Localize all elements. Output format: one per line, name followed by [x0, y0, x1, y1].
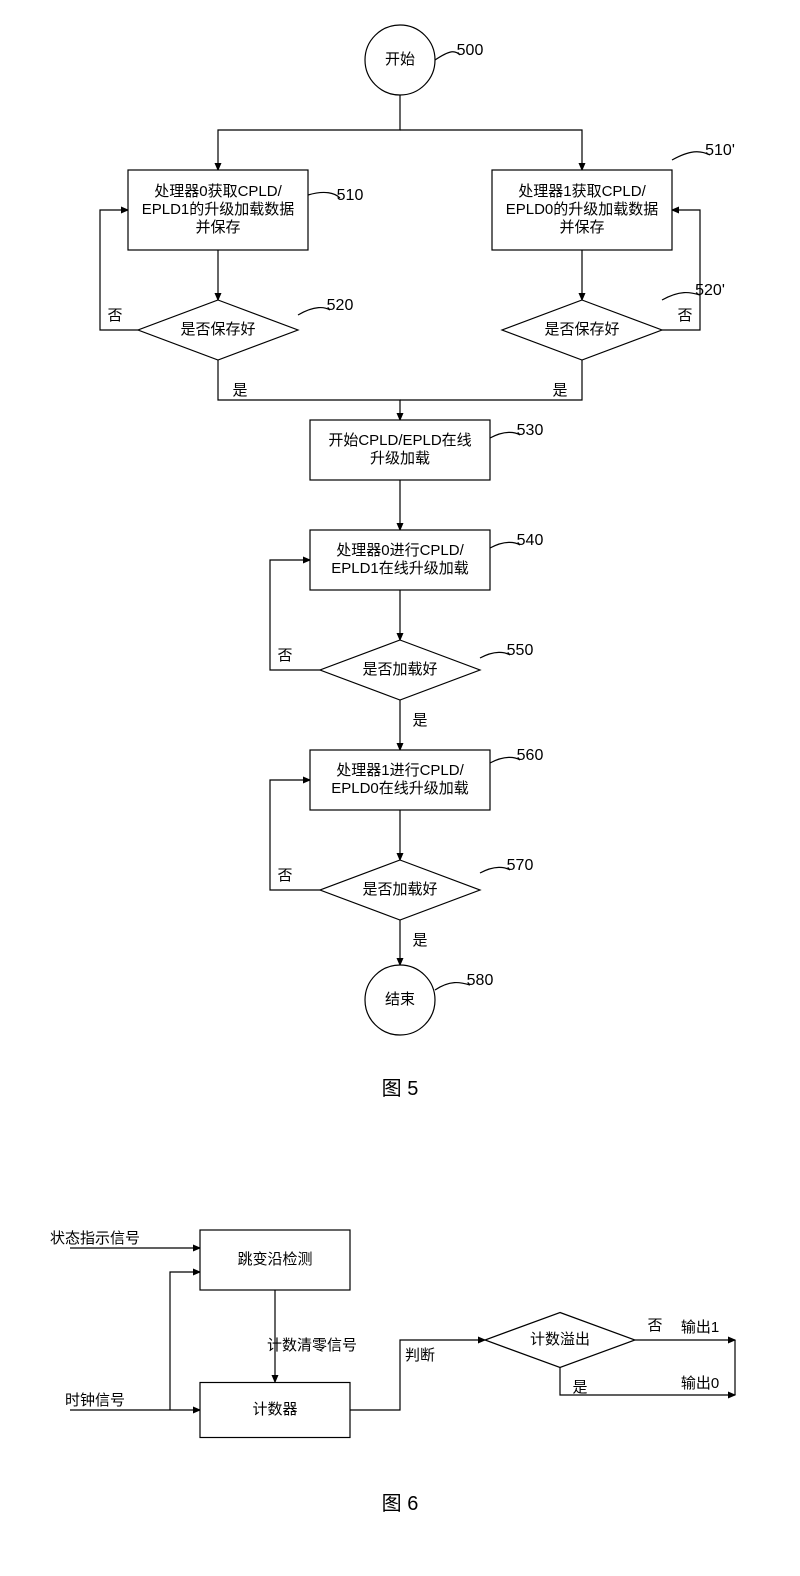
node-d570: 是否加载好 — [320, 860, 480, 920]
figure-5-caption: 图 5 — [382, 1078, 419, 1100]
leader-10 — [435, 983, 470, 990]
leader-5 — [490, 432, 520, 438]
leader-1 — [308, 192, 340, 198]
node-p560-label: 560 — [517, 747, 544, 764]
node-d520p-label: 520' — [695, 282, 725, 299]
node-d520p: 是否保存好 — [502, 300, 662, 360]
node-counter: 计数器 — [200, 1383, 350, 1438]
node-overflow-text: 计数溢出 — [530, 1331, 590, 1348]
node-d570-text: 是否加载好 — [362, 881, 437, 898]
free-text-3: 判断 — [405, 1347, 435, 1364]
node-counter-text: 计数器 — [252, 1401, 297, 1418]
node-p510: 处理器0获取CPLD/EPLD1的升级加载数据并保存 — [128, 170, 308, 250]
edge-10-label: 否 — [277, 647, 292, 664]
free-text-4: 否 — [647, 1317, 662, 1334]
edge-6-label: 是 — [232, 382, 247, 399]
figure-6-caption: 图 6 — [382, 1493, 419, 1515]
leader-8 — [490, 757, 520, 763]
edge-1 — [400, 130, 582, 170]
leader-7 — [480, 652, 510, 658]
node-overflow: 计数溢出 — [485, 1313, 635, 1368]
node-start-text: 开始 — [385, 51, 415, 68]
node-p540-text: 处理器0进行CPLD/ — [336, 542, 464, 559]
node-p530-text: 开始CPLD/EPLD在线 — [328, 432, 471, 449]
free-text-1: 时钟信号 — [65, 1392, 125, 1409]
node-p510p-text: EPLD0的升级加载数据 — [506, 201, 659, 218]
leader-9 — [480, 867, 510, 873]
node-p510-text: EPLD1的升级加载数据 — [142, 201, 295, 218]
leader-3 — [298, 308, 330, 315]
node-start-label: 500 — [457, 42, 484, 59]
free-text-2: 计数清零信号 — [267, 1337, 357, 1354]
node-edge_detect-text: 跳变沿检测 — [237, 1251, 312, 1268]
node-p510p-label: 510' — [705, 142, 735, 159]
node-d550-text: 是否加载好 — [362, 661, 437, 678]
node-p510-text: 并保存 — [195, 219, 240, 236]
free-text-0: 状态指示信号 — [50, 1230, 140, 1247]
node-p540-text: EPLD1在线升级加载 — [331, 560, 469, 577]
node-p560-text: EPLD0在线升级加载 — [331, 780, 469, 797]
figure-6-flowchart: 跳变沿检测计数器 计数溢出 状态指示信号时钟信号 计数清零信号判断 否是 输出1 输出0 — [50, 1230, 735, 1438]
node-p510p-text: 处理器1获取CPLD/ — [518, 183, 646, 200]
free-text-7: 输出0 — [681, 1375, 719, 1392]
node-d570-label: 570 — [507, 857, 534, 874]
node-edge_detect: 跳变沿检测 — [200, 1230, 350, 1290]
free-text-5: 是 — [572, 1379, 587, 1396]
node-start: 开始 — [365, 25, 435, 95]
node-d550-label: 550 — [507, 642, 534, 659]
edge-2 — [170, 1272, 200, 1410]
node-d520-label: 520 — [327, 297, 354, 314]
leader-6 — [490, 542, 520, 548]
edge-13-label: 否 — [277, 867, 292, 884]
edge-11-label: 是 — [412, 712, 427, 729]
node-d520p-text: 是否保存好 — [544, 321, 619, 338]
node-p540-label: 540 — [517, 532, 544, 549]
edge-7-label: 是 — [552, 382, 567, 399]
node-p560-text: 处理器1进行CPLD/ — [336, 762, 464, 779]
node-d520: 是否保存好 — [138, 300, 298, 360]
node-p510p: 处理器1获取CPLD/EPLD0的升级加载数据并保存 — [492, 170, 672, 250]
node-p530-label: 530 — [517, 422, 544, 439]
node-p540: 处理器0进行CPLD/EPLD1在线升级加载 — [310, 530, 490, 590]
free-text-6: 输出1 — [681, 1319, 719, 1336]
figure-5-flowchart: 否否是是否是否是开始500处理器0获取CPLD/EPLD1的升级加载数据并保存5… — [100, 25, 735, 1035]
node-p510-label: 510 — [337, 187, 364, 204]
node-end-text: 结束 — [385, 991, 415, 1008]
node-d550: 是否加载好 — [320, 640, 480, 700]
diagram-canvas: 否否是是否是否是开始500处理器0获取CPLD/EPLD1的升级加载数据并保存5… — [0, 0, 800, 1576]
edge-14-label: 是 — [412, 932, 427, 949]
node-end: 结束 — [365, 965, 435, 1035]
node-p530-text: 升级加载 — [370, 450, 430, 467]
edge-4-label: 否 — [107, 307, 122, 324]
node-p510p-text: 并保存 — [559, 219, 604, 236]
node-p530: 开始CPLD/EPLD在线升级加载 — [310, 420, 490, 480]
node-end-label: 580 — [467, 972, 494, 989]
edge-0 — [218, 95, 400, 170]
edge-5-label: 否 — [677, 307, 692, 324]
node-p560: 处理器1进行CPLD/EPLD0在线升级加载 — [310, 750, 490, 810]
node-d520-text: 是否保存好 — [180, 321, 255, 338]
node-p510-text: 处理器0获取CPLD/ — [154, 183, 282, 200]
